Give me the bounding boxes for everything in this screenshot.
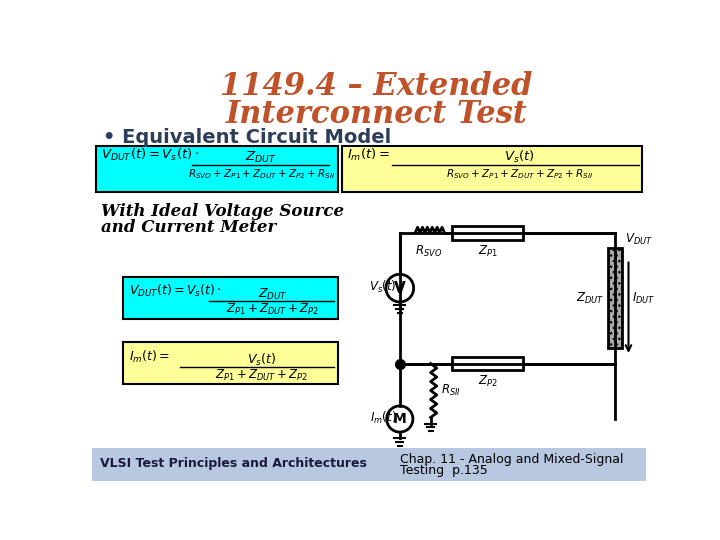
Bar xyxy=(96,146,338,192)
Bar xyxy=(452,356,523,370)
Text: With Ideal Voltage Source: With Ideal Voltage Source xyxy=(101,204,344,220)
Text: $Z_{DUT}$: $Z_{DUT}$ xyxy=(246,150,277,165)
Bar xyxy=(452,226,523,240)
Text: $I_m(t)$: $I_m(t)$ xyxy=(370,409,397,426)
Text: and Current Meter: and Current Meter xyxy=(101,219,276,236)
Text: Chap. 11 - Analog and Mixed-Signal: Chap. 11 - Analog and Mixed-Signal xyxy=(400,453,624,465)
Text: $Z_{P2}$: $Z_{P2}$ xyxy=(478,374,498,389)
Text: $R_{SVO}+Z_{P1}+Z_{DUT}+Z_{P2}+R_{SII}$: $R_{SVO}+Z_{P1}+Z_{DUT}+Z_{P2}+R_{SII}$ xyxy=(446,167,593,181)
Bar xyxy=(92,448,647,481)
Text: $R_{SVO}+Z_{P1}+Z_{DUT}+Z_{P2}+R_{SII}$: $R_{SVO}+Z_{P1}+Z_{DUT}+Z_{P2}+R_{SII}$ xyxy=(188,167,335,181)
Bar xyxy=(608,248,622,348)
Text: $I_{DUT}$: $I_{DUT}$ xyxy=(631,291,655,306)
Text: Testing  p.135: Testing p.135 xyxy=(400,464,487,477)
Text: $I_m(t) =$: $I_m(t) =$ xyxy=(348,147,390,163)
Bar xyxy=(122,276,338,319)
Text: $Z_{DUT}$: $Z_{DUT}$ xyxy=(577,291,605,306)
Circle shape xyxy=(386,274,414,302)
Text: $Z_{DUT}$: $Z_{DUT}$ xyxy=(258,287,288,302)
Bar xyxy=(122,342,338,384)
Text: $Z_{P1}+Z_{DUT}+Z_{P2}$: $Z_{P1}+Z_{DUT}+Z_{P2}$ xyxy=(215,368,307,383)
Text: $V_s(t)$: $V_s(t)$ xyxy=(504,149,534,165)
Text: $Z_{P1}+Z_{DUT}+Z_{P2}$: $Z_{P1}+Z_{DUT}+Z_{P2}$ xyxy=(226,302,319,317)
Text: 1149.4 – Extended: 1149.4 – Extended xyxy=(220,71,533,102)
Bar xyxy=(342,146,642,192)
Text: $V_s(t)$: $V_s(t)$ xyxy=(369,279,397,295)
Text: Interconnect Test: Interconnect Test xyxy=(226,99,528,131)
Circle shape xyxy=(387,406,413,432)
Text: $V_{DUT}$: $V_{DUT}$ xyxy=(626,232,653,247)
Text: $V_s(t)$: $V_s(t)$ xyxy=(247,352,276,368)
Text: $V_{DUT}(t) = V_s(t)\cdot$: $V_{DUT}(t) = V_s(t)\cdot$ xyxy=(129,283,221,299)
Text: VLSI Test Principles and Architectures: VLSI Test Principles and Architectures xyxy=(99,457,366,470)
Text: $V_{DUT}(t) = V_s(t)\cdot$: $V_{DUT}(t) = V_s(t)\cdot$ xyxy=(101,147,199,163)
Text: M: M xyxy=(393,412,407,426)
Text: $R_{SII}$: $R_{SII}$ xyxy=(441,383,461,398)
Text: $I_m(t) =$: $I_m(t) =$ xyxy=(129,349,170,365)
Text: V: V xyxy=(394,281,405,295)
Text: • Equivalent Circuit Model: • Equivalent Circuit Model xyxy=(104,128,392,147)
Text: $R_{SVO}$: $R_{SVO}$ xyxy=(415,244,443,259)
Bar xyxy=(608,248,622,348)
Text: $Z_{P1}$: $Z_{P1}$ xyxy=(477,244,498,259)
